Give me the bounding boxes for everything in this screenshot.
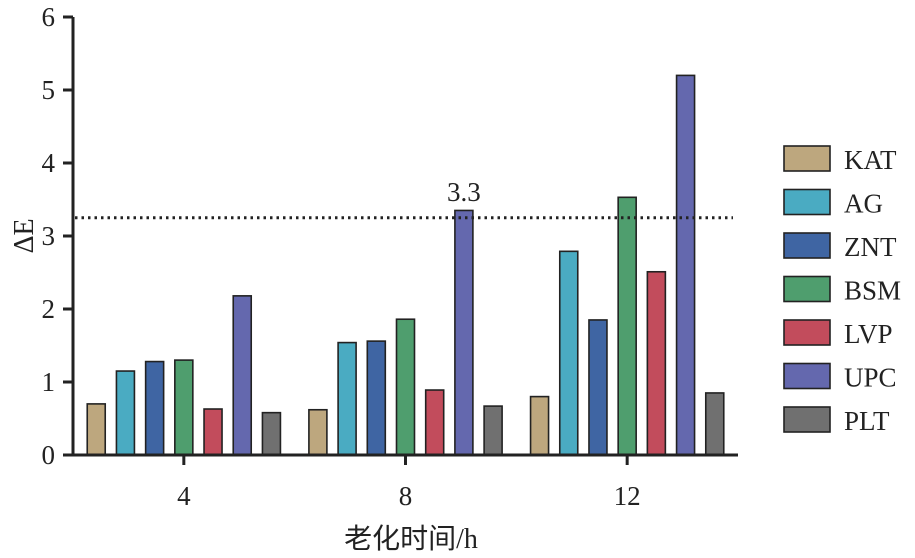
- bar-plt-12: [704, 392, 725, 456]
- bar-plt-4: [261, 411, 282, 456]
- bar-plt-8: [483, 405, 503, 456]
- legend-swatch-znt: [783, 232, 831, 259]
- bar-lvp-8: [424, 389, 445, 456]
- legend-swatch-kat: [783, 145, 831, 172]
- legend-swatch-lvp: [783, 319, 831, 346]
- legend-swatch-ag: [783, 188, 831, 216]
- bar-lvp-4: [203, 408, 223, 456]
- bar-lvp-12: [646, 270, 667, 456]
- legend-swatch-plt: [783, 406, 831, 433]
- legend-label-bsm: BSM: [844, 276, 901, 306]
- legend-swatch-upc: [783, 362, 831, 390]
- reference-line-label: 3.3: [447, 177, 481, 207]
- y-tick-label: 6: [42, 2, 56, 32]
- legend-label-ag: AG: [844, 189, 883, 219]
- bar-kat-12: [529, 395, 550, 456]
- x-axis-title: 老化时间/h: [344, 523, 478, 555]
- bar-znt-12: [588, 319, 608, 456]
- bar-znt-4: [144, 360, 165, 456]
- y-tick-label: 4: [42, 148, 56, 178]
- y-tick-label: 2: [42, 294, 56, 324]
- bar-bsm-12: [617, 196, 637, 456]
- legend-label-upc: UPC: [844, 363, 897, 393]
- bar-ag-8: [337, 341, 357, 456]
- bar-kat-4: [86, 403, 107, 456]
- legend-label-plt: PLT: [844, 406, 890, 436]
- legend-swatch-bsm: [783, 275, 831, 303]
- x-tick-label: 4: [177, 481, 191, 511]
- bar-bsm-4: [174, 359, 194, 456]
- y-tick-label: 3: [42, 221, 56, 251]
- bar-upc-8: [454, 209, 474, 456]
- legend-label-lvp: LVP: [844, 319, 893, 349]
- x-ticks-group: 4 8 12: [177, 455, 641, 511]
- bar-upc-12: [675, 74, 696, 456]
- legend: KAT AG ZNT BSM LVP UPC PLT: [783, 145, 901, 436]
- x-tick-label: 12: [614, 481, 641, 511]
- bar-kat-8: [308, 408, 328, 456]
- bar-upc-4: [232, 295, 253, 456]
- legend-label-kat: KAT: [844, 145, 897, 175]
- bar-znt-8: [366, 340, 387, 456]
- x-tick-label: 8: [399, 481, 413, 511]
- y-ticks-group: 0 1 2 3 4 5 6: [42, 2, 73, 470]
- bars-group: [86, 74, 725, 456]
- y-axis-title: ΔE: [9, 218, 40, 253]
- legend-label-znt: ZNT: [844, 232, 897, 262]
- bar-ag-4: [115, 370, 136, 456]
- y-tick-label: 1: [42, 367, 56, 397]
- bar-bsm-8: [395, 318, 416, 456]
- y-tick-label: 5: [42, 75, 56, 105]
- y-tick-label: 0: [42, 440, 56, 470]
- bar-ag-12: [558, 250, 579, 456]
